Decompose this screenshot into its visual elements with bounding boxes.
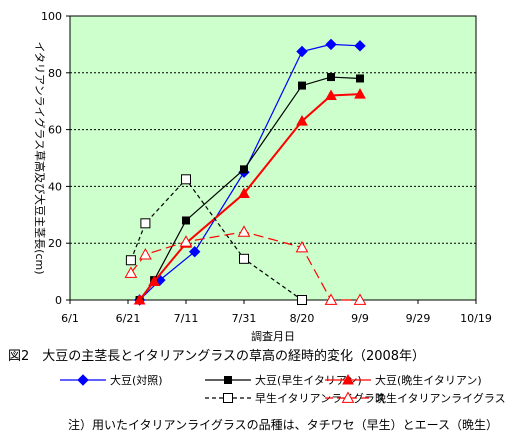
data-point <box>354 40 366 52</box>
data-point <box>238 187 250 198</box>
legend-marker <box>224 376 232 384</box>
x-tick-label: 9/9 <box>351 312 369 325</box>
legend-item: 晩生イタリアンライグラス <box>325 391 506 405</box>
legend-marker <box>342 373 354 385</box>
data-point <box>179 235 193 247</box>
x-tick-label: 6/21 <box>116 312 141 325</box>
series-2 <box>133 88 366 305</box>
x-tick-label: 9/29 <box>406 312 431 325</box>
legend-item: 大豆(対照) <box>60 373 163 387</box>
data-point <box>188 246 201 258</box>
y-tick-label: 80 <box>48 67 62 80</box>
x-tick-label: 7/11 <box>174 312 199 325</box>
legend-label: 大豆(早生イタリアン) <box>255 373 362 387</box>
data-point <box>239 253 249 264</box>
x-tick-label: 7/31 <box>232 312 257 325</box>
data-point <box>295 240 309 253</box>
series-4 <box>124 225 367 305</box>
legend-marker <box>223 393 233 403</box>
y-tick-label: 100 <box>41 10 62 23</box>
legend-label: 早生イタリアンライグラス <box>255 391 386 405</box>
data-point <box>324 293 338 305</box>
data-point <box>325 89 337 101</box>
data-point <box>353 293 367 305</box>
legend-marker <box>77 374 89 386</box>
x-tick-label: 8/20 <box>290 312 315 325</box>
data-point <box>139 248 152 260</box>
data-point <box>237 225 251 237</box>
data-point <box>125 255 136 266</box>
y-tick-label: 20 <box>48 237 62 250</box>
data-point <box>133 293 146 305</box>
data-point <box>356 74 364 83</box>
legend-item: 早生イタリアンライグラス <box>205 391 386 405</box>
data-point <box>148 275 160 287</box>
y-tick-label: 0 <box>55 294 62 307</box>
data-point <box>140 218 151 229</box>
data-point <box>296 115 308 126</box>
line-chart: 0 20 40 60 80 100 6/1 6/21 7/11 7/31 8/20 9/9 9/29 10… <box>33 10 492 343</box>
data-point <box>181 174 191 185</box>
y-axis-title: イタリアンライグラス草高及び大豆主茎長(cm) <box>33 41 47 274</box>
data-point <box>325 38 337 51</box>
data-point <box>327 73 335 82</box>
data-point <box>124 266 138 278</box>
axes: 0 20 40 60 80 100 6/1 6/21 7/11 7/31 8/20 9/9 9/29 10… <box>41 10 492 325</box>
series-layer <box>124 38 367 306</box>
data-point <box>354 88 366 99</box>
footnote: 注）用いたイタリアンライグラスの品種は、タチワセ（早生）とエース（晩生） <box>68 418 498 432</box>
x-tick-label: 10/19 <box>460 312 492 325</box>
legend-item: 大豆(早生イタリアン) <box>205 373 362 387</box>
x-tick-label: 6/1 <box>61 312 79 325</box>
data-point <box>296 45 308 58</box>
data-point <box>298 81 306 90</box>
y-tick-label: 60 <box>48 124 62 137</box>
data-point <box>297 295 307 305</box>
series-3 <box>125 174 307 305</box>
legend-label: 大豆(対照) <box>110 373 163 387</box>
figure-caption: 図2 大豆の主茎長とイタリアングラスの草高の経時的変化（2008年） <box>8 349 426 364</box>
legend-item: 大豆(晩生イタリアン) <box>325 373 482 387</box>
legend-marker <box>341 391 355 403</box>
data-point <box>240 165 248 174</box>
x-axis-title: 調査月日 <box>251 329 295 343</box>
legend-label: 大豆(晩生イタリアン) <box>375 373 482 387</box>
data-point <box>182 216 190 225</box>
legend-label: 晩生イタリアンライグラス <box>375 391 506 405</box>
y-tick-label: 40 <box>48 180 62 193</box>
